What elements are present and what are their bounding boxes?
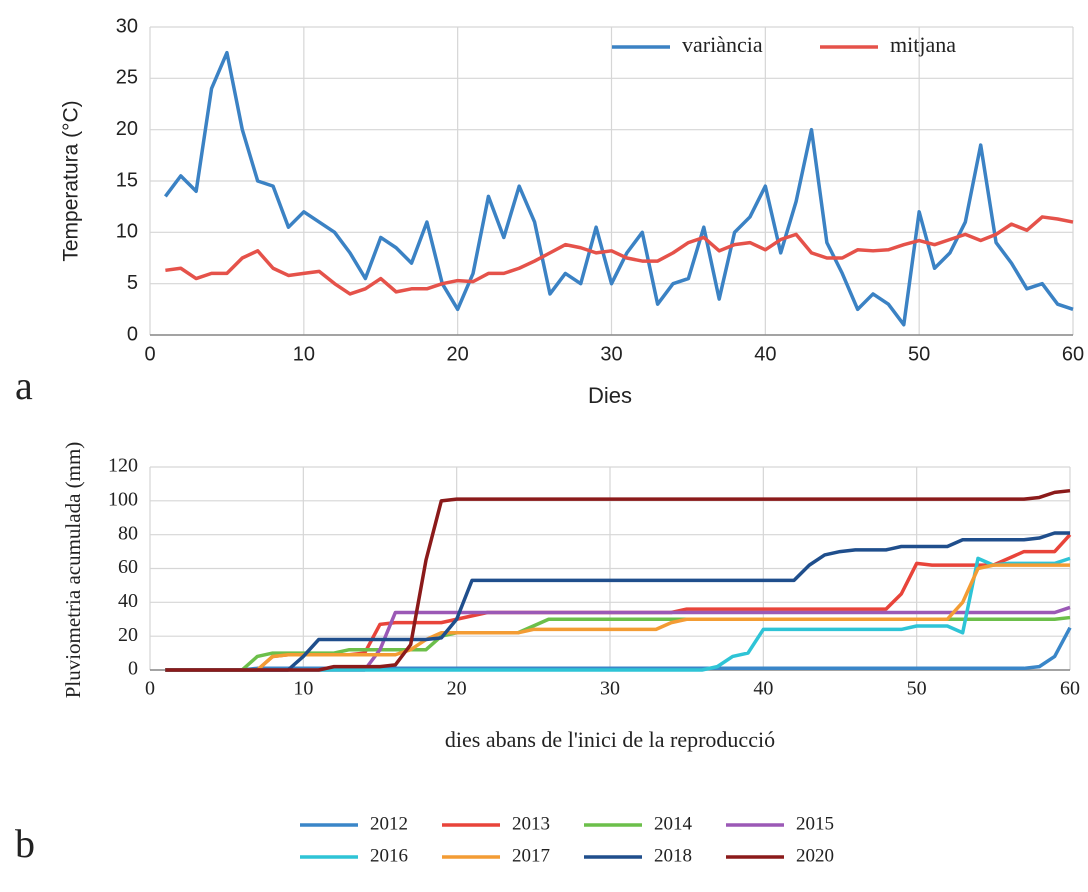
chart: 0 20 40 60 80 100 120 0 10 20 30 40 50 60 b dies abans … [15,442,1080,867]
x-tick-label: 50 [908,343,930,365]
x-axis-label: Dies [588,383,632,408]
y-tick-label: 60 [118,556,138,578]
x-tick-label: 30 [600,678,620,700]
legend-label: mitjana [890,32,956,57]
series-line [165,563,1070,672]
y-tick-label: 40 [118,590,138,612]
legend-label: 2012 [370,813,408,834]
y-tick-label: 5 [127,272,138,294]
x-tick-label: 0 [145,678,155,700]
legend-label: 2020 [796,845,834,866]
series-line [165,626,1072,672]
y-tick-label: 120 [108,455,138,477]
series-line [165,215,1074,296]
y-axis-label: Temperatura (°C) [60,100,83,261]
legend-label: variància [682,32,763,57]
legend-label: 2017 [512,845,550,866]
x-tick-label: 60 [1062,343,1084,365]
y-tick-label: 20 [116,118,138,140]
x-tick-label: 50 [907,678,927,700]
y-tick-label: 25 [116,67,138,89]
legend-label: 2015 [796,813,834,834]
x-tick-label: 0 [144,343,155,365]
y-tick-label: 100 [108,488,138,510]
chart: 0 5 10 15 20 25 30 0 10 20 30 40 50 60 a Dies Temperatur… [15,15,1084,408]
x-axis-label: dies abans de l'inici de la reproducció [445,727,775,752]
x-tick-label: 20 [447,343,469,365]
y-axis-label: Pluviometria acumulada (mm) [61,442,85,699]
x-tick-label: 40 [754,343,776,365]
series-line [163,50,1074,327]
y-tick-label: 0 [127,323,138,345]
y-tick-label: 80 [118,522,138,544]
series-line [165,488,1071,672]
y-tick-label: 20 [118,624,138,646]
x-tick-label: 10 [293,678,313,700]
legend-label: 2014 [654,813,693,834]
y-tick-label: 10 [116,221,138,243]
legend-label: 2018 [654,845,692,866]
legend-label: 2013 [512,813,550,834]
y-tick-label: 0 [128,658,138,680]
y-tick-label: 30 [116,15,138,37]
x-tick-label: 20 [447,678,467,700]
x-tick-label: 10 [293,343,315,365]
panel-label: a [15,363,33,408]
series-line [165,531,1070,672]
x-tick-label: 30 [600,343,622,365]
x-tick-label: 40 [753,678,773,700]
y-tick-label: 15 [116,169,138,191]
panel-label: b [15,821,35,866]
x-tick-label: 60 [1060,678,1080,700]
legend-label: 2016 [370,845,408,866]
